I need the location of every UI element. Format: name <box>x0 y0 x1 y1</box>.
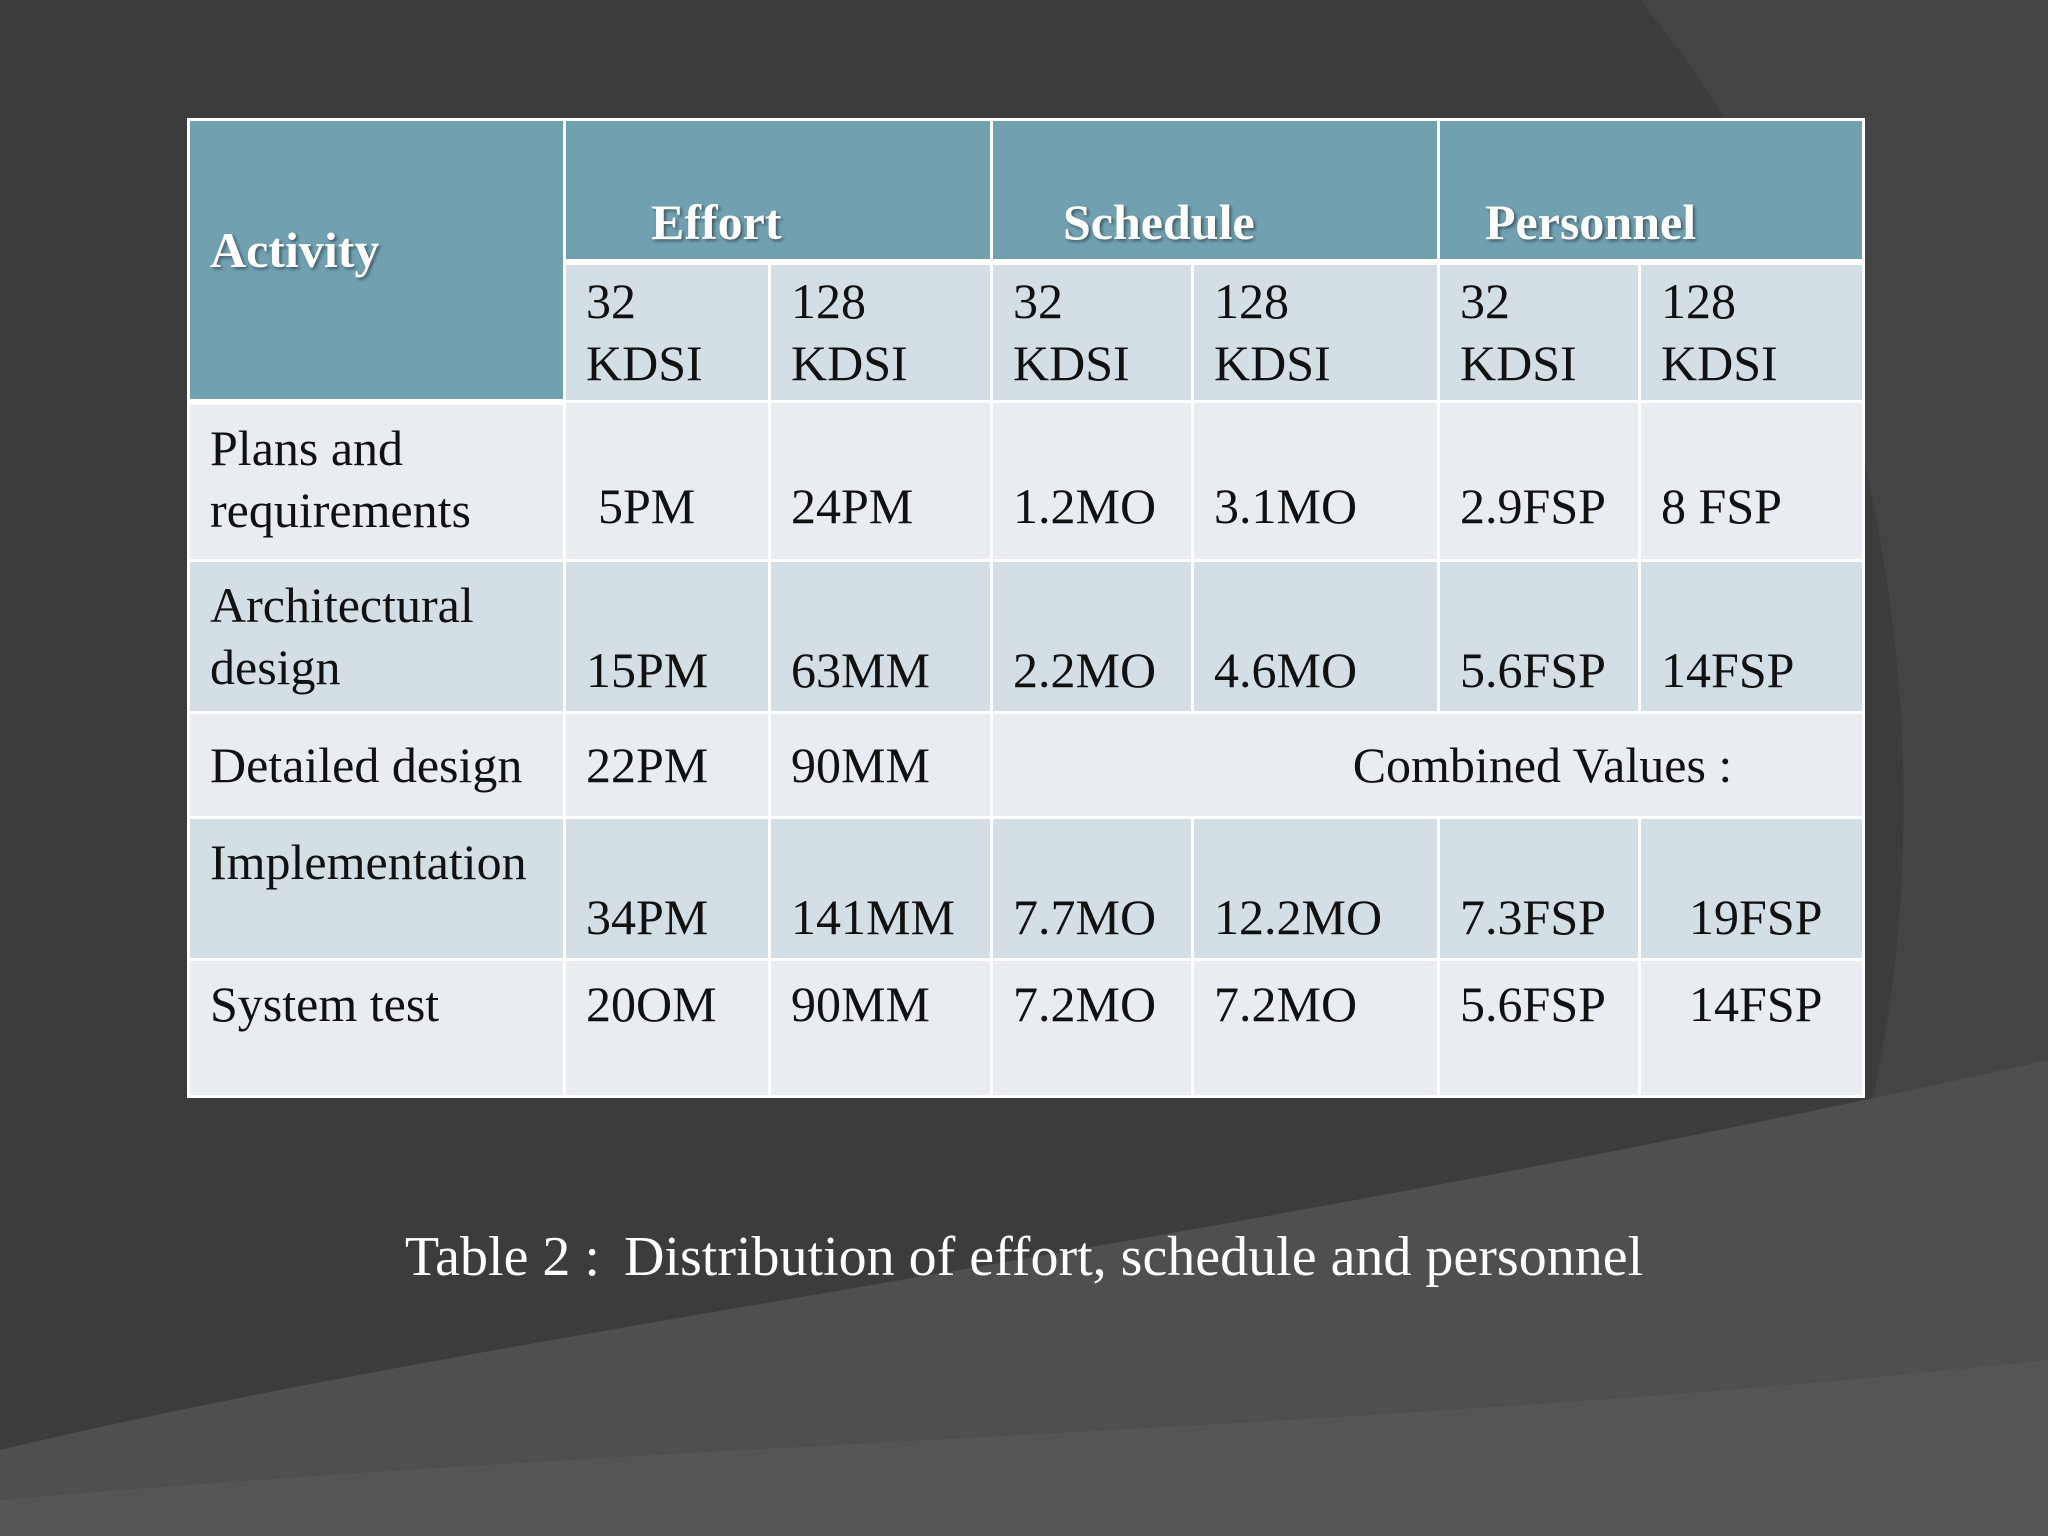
subheader-effort-128: 128 KDSI <box>768 258 993 403</box>
cell-value: 90MM <box>768 958 993 1098</box>
cell-value: 5.6FSP <box>1437 958 1642 1098</box>
cell-value: 20OM <box>563 958 771 1098</box>
header-effort: Effort <box>563 118 993 263</box>
subheader-effort-32: 32 KDSI <box>563 258 771 403</box>
subheader-schedule-32: 32 KDSI <box>990 258 1194 403</box>
row-activity: Plans and requirements <box>187 400 566 562</box>
cell-value: 7.3FSP <box>1437 815 1642 962</box>
cell-value: 5PM <box>563 400 771 562</box>
caption-label: Table 2 : <box>404 1226 600 1288</box>
cell-value: 12.2MO <box>1190 815 1441 962</box>
subheader-personnel-32: 32 KDSI <box>1437 258 1642 403</box>
header-schedule: Schedule <box>989 118 1441 263</box>
cell-value: 14FSP <box>1638 558 1866 715</box>
table-row: Detailed design 22PM 90MM Combined Value… <box>187 711 1866 819</box>
cell-value: 7.7MO <box>990 815 1194 962</box>
cell-value: 19FSP <box>1638 815 1866 962</box>
cell-value: 5.6FSP <box>1437 558 1642 715</box>
cell-value: 1.2MO <box>990 400 1194 562</box>
subheader-personnel-128: 128 KDSI <box>1638 258 1866 403</box>
header-personnel: Personnel <box>1437 118 1866 263</box>
row-activity: Detailed design <box>187 711 566 819</box>
cell-value: 4.6MO <box>1190 558 1441 715</box>
table-row: Implementation 34PM 141MM 7.7MO 12.2MO 7… <box>187 815 1866 962</box>
cell-value: 24PM <box>768 400 993 562</box>
combined-values-cell: Combined Values : <box>989 711 1866 819</box>
table-row: Plans and requirements 5PM 24PM 1.2MO 3.… <box>187 400 1866 562</box>
table-row: Architectural design 15PM 63MM 2.2MO 4.6… <box>187 558 1866 715</box>
row-activity: Implementation <box>187 815 566 962</box>
cell-value: 2.2MO <box>990 558 1194 715</box>
cell-value: 22PM <box>563 711 771 819</box>
cell-value: 90MM <box>768 711 993 819</box>
cell-value: 15PM <box>563 558 771 715</box>
cell-value: 7.2MO <box>990 958 1194 1098</box>
header-activity: Activity <box>187 118 566 405</box>
cell-value: 7.2MO <box>1190 958 1441 1098</box>
row-activity: System test <box>187 958 566 1098</box>
row-activity: Architectural design <box>187 558 566 715</box>
subheader-schedule-128: 128 KDSI <box>1190 258 1441 403</box>
cell-value: 2.9FSP <box>1437 400 1642 562</box>
cell-value: 141MM <box>768 815 993 962</box>
table-row: System test 20OM 90MM 7.2MO 7.2MO 5.6FSP… <box>187 958 1866 1098</box>
distribution-table: Activity Effort Schedule Personnel 32 KD… <box>187 118 1866 1098</box>
cell-value: 3.1MO <box>1190 400 1441 562</box>
cell-value: 14FSP <box>1638 958 1866 1098</box>
cell-value: 63MM <box>768 558 993 715</box>
cell-value: 34PM <box>563 815 771 962</box>
cell-value: 8 FSP <box>1638 400 1866 562</box>
caption-text: Distribution of effort, schedule and per… <box>623 1226 1644 1288</box>
table-caption: Table 2 : Distribution of effort, schedul… <box>0 1225 2048 1289</box>
